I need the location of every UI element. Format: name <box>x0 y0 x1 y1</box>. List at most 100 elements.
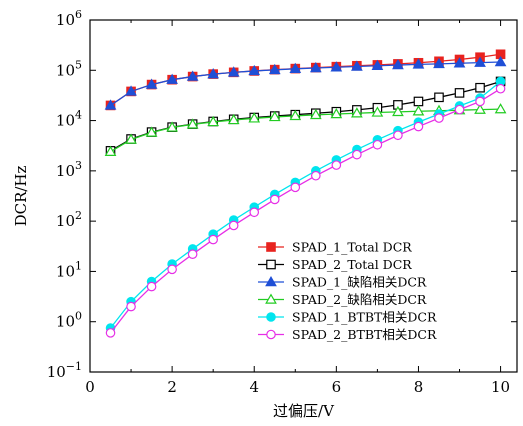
data-point <box>125 85 137 96</box>
series-6 <box>105 83 506 338</box>
y-tick-label: 101 <box>56 259 82 280</box>
data-point <box>454 88 465 98</box>
data-point <box>371 106 384 117</box>
data-point <box>495 83 506 94</box>
data-point <box>309 61 322 73</box>
data-point <box>453 57 466 68</box>
data-point <box>186 70 199 81</box>
data-point <box>207 68 220 79</box>
legend-label: SPAD_1_BTBT相关DCR <box>292 310 437 325</box>
data-point <box>207 115 220 127</box>
legend-label: SPAD_1_Total DCR <box>292 240 412 255</box>
legend-entry: SPAD_2_Total DCR <box>258 257 412 272</box>
data-point <box>289 109 302 121</box>
axes-layer: 0 2 4 6 8 10 10−1 100 101 102 103 104 105 106 <box>47 8 518 396</box>
data-point <box>146 281 157 292</box>
legend-label: SPAD_1_缺陷相关DCR <box>292 275 427 290</box>
series-3 <box>104 55 507 110</box>
x-tick-label: 8 <box>414 378 424 396</box>
data-point <box>167 264 177 275</box>
data-point <box>166 121 178 132</box>
series-layer <box>104 49 507 338</box>
x-tick-label: 4 <box>249 378 259 396</box>
data-point <box>475 82 485 93</box>
data-point <box>494 55 507 67</box>
legend-label: SPAD_2_BTBT相关DCR <box>292 327 437 342</box>
y-tick-label: 103 <box>56 159 82 180</box>
legend-label: SPAD_2_Total DCR <box>292 257 412 272</box>
legend-marker <box>265 293 277 304</box>
data-point <box>248 64 261 76</box>
legend-entry: SPAD_1_缺陷相关DCR <box>258 275 427 290</box>
x-tick-label: 10 <box>491 378 510 396</box>
data-point <box>125 133 137 144</box>
data-point <box>330 61 343 72</box>
data-point <box>331 160 342 170</box>
data-point <box>104 145 117 156</box>
data-point <box>454 104 465 115</box>
legend-marker <box>266 242 276 252</box>
data-point <box>474 56 486 67</box>
data-point <box>475 96 485 107</box>
x-axis-title: 过偏压/V <box>273 402 335 420</box>
legend: SPAD_1_Total DCR SPAD_2_Total DCR SPAD_1_缺… <box>258 240 437 342</box>
data-point <box>290 182 301 193</box>
legend-marker <box>266 259 276 270</box>
data-point <box>371 59 384 70</box>
data-point <box>268 110 281 122</box>
data-point <box>145 126 158 137</box>
data-point <box>412 58 425 69</box>
data-point <box>187 249 198 260</box>
legend-marker <box>265 275 277 287</box>
data-point <box>474 103 486 114</box>
data-point <box>309 108 322 120</box>
data-point <box>392 105 404 117</box>
data-point <box>393 130 403 141</box>
data-point <box>105 328 116 338</box>
legend-marker <box>266 329 276 340</box>
data-point <box>186 118 199 129</box>
x-tick-label: 6 <box>332 378 342 396</box>
data-point <box>434 113 444 123</box>
x-tick-label: 2 <box>167 378 177 396</box>
y-tick-label: 100 <box>56 310 82 331</box>
data-point <box>227 66 240 77</box>
y-tick-label: 106 <box>56 8 82 29</box>
legend-entry: SPAD_1_BTBT相关DCR <box>258 310 437 325</box>
y-tick-label: 102 <box>56 209 82 230</box>
legend-marker <box>266 312 276 322</box>
legend-entry: SPAD_1_Total DCR <box>258 240 412 255</box>
legend-entry: SPAD_2_BTBT相关DCR <box>258 327 437 342</box>
data-point <box>104 99 117 110</box>
x-tick-label: 0 <box>85 378 95 396</box>
data-point <box>413 96 424 107</box>
data-point <box>289 62 302 74</box>
data-point <box>372 139 383 150</box>
data-point <box>392 59 404 70</box>
data-point <box>494 103 507 114</box>
y-axis-title: DCR/Hz <box>12 165 30 226</box>
data-point <box>351 60 363 71</box>
data-point <box>413 121 424 132</box>
data-point <box>228 220 239 231</box>
data-point <box>351 107 363 118</box>
data-point <box>126 301 136 312</box>
y-tick-label: 105 <box>56 58 82 79</box>
data-point <box>248 112 261 123</box>
y-tick-label: 104 <box>56 109 82 130</box>
series-1 <box>105 49 506 111</box>
data-point <box>268 63 281 75</box>
plot-frame <box>89 19 518 373</box>
data-point <box>352 149 362 160</box>
legend-label: SPAD_2_缺陷相关DCR <box>292 292 427 307</box>
data-point <box>330 107 343 119</box>
data-point <box>145 78 158 89</box>
data-point <box>269 194 280 205</box>
data-point <box>249 207 260 218</box>
data-point <box>311 170 321 181</box>
legend-entry: SPAD_2_缺陷相关DCR <box>258 292 427 307</box>
data-point <box>434 92 444 103</box>
y-tick-label: 10−1 <box>47 360 82 381</box>
data-point <box>433 57 445 69</box>
